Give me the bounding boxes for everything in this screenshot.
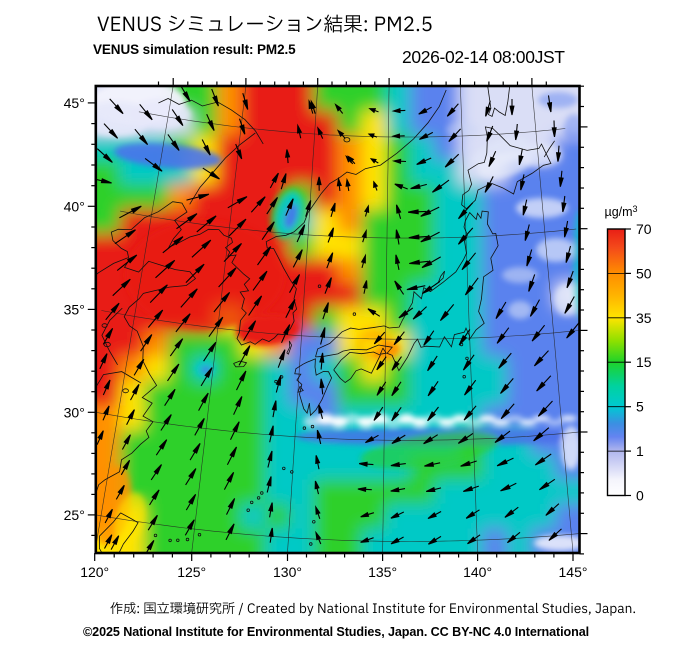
svg-text:45°: 45° (64, 95, 85, 111)
svg-text:µg/m3: µg/m3 (605, 204, 638, 219)
svg-text:140°: 140° (463, 564, 492, 580)
svg-text:2026-02-14 08:00JST: 2026-02-14 08:00JST (402, 47, 565, 67)
svg-text:40°: 40° (64, 198, 85, 214)
svg-text:30°: 30° (64, 404, 85, 420)
svg-text:35°: 35° (64, 301, 85, 317)
svg-text:120°: 120° (80, 564, 109, 580)
svg-text:15: 15 (636, 354, 652, 370)
svg-text:135°: 135° (368, 564, 397, 580)
svg-text:145°: 145° (559, 564, 588, 580)
svg-text:1: 1 (636, 443, 644, 459)
svg-text:125°: 125° (177, 564, 206, 580)
svg-text:130°: 130° (273, 564, 302, 580)
svg-text:70: 70 (636, 221, 652, 237)
svg-text:VENUS simulation result: PM2.5: VENUS simulation result: PM2.5 (93, 42, 296, 57)
svg-text:0: 0 (636, 488, 644, 504)
svg-text:50: 50 (636, 265, 652, 281)
svg-text:35: 35 (636, 310, 652, 326)
svg-text:5: 5 (636, 399, 644, 415)
svg-text:©2025 National Institute for E: ©2025 National Institute for Environment… (83, 625, 589, 639)
svg-text:25°: 25° (64, 507, 85, 523)
